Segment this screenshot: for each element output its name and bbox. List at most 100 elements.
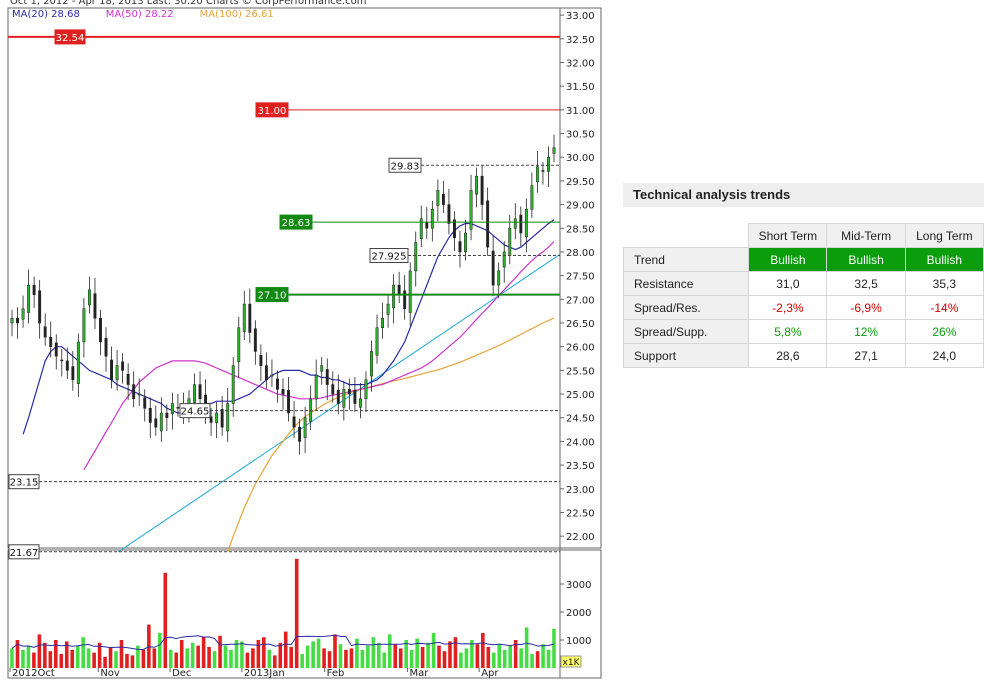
candle-body [497, 270, 501, 286]
candle [475, 167, 479, 208]
volume-bar [15, 640, 20, 668]
volume-bar [519, 648, 523, 668]
level-badge-label: 21.67 [10, 548, 39, 559]
col-short-term: Short Term [748, 223, 828, 248]
candle [441, 180, 445, 214]
candle [336, 374, 340, 415]
candle [104, 327, 108, 372]
candle [464, 219, 467, 261]
candle [165, 404, 169, 431]
candle-body [524, 209, 528, 238]
candle [226, 387, 230, 442]
x-tick-label: Mar [409, 668, 429, 679]
price-tick-label: 31.50 [566, 82, 595, 93]
spread-supp-mid: 12% [826, 319, 906, 344]
volume-bar [420, 647, 425, 668]
candle [65, 347, 69, 379]
candle [381, 302, 385, 339]
volume-bar [272, 655, 277, 668]
volume-bar [262, 637, 266, 668]
candle [43, 313, 47, 346]
candle-body [93, 293, 97, 319]
candle-body [143, 397, 147, 409]
level-badge [255, 102, 289, 118]
level-badge [179, 403, 211, 419]
volume-bar [524, 627, 529, 668]
candle [430, 200, 434, 242]
x-tick-label: 2013Jan [244, 668, 285, 679]
level-badge-label: 29.83 [391, 161, 420, 172]
price-tick-label: 28.50 [566, 224, 595, 235]
volume-bar [431, 633, 436, 668]
price-panel-frame [7, 7, 602, 549]
candle-body [430, 209, 434, 229]
volume-bar [552, 628, 556, 668]
candle-body [331, 384, 335, 395]
candle [198, 371, 202, 408]
support-mid: 27,1 [826, 343, 906, 368]
volume-bar [48, 651, 53, 668]
level-badge [255, 287, 289, 303]
volume-bar [453, 637, 458, 668]
candle-body [552, 147, 556, 154]
candle [303, 406, 307, 454]
volume-bar [212, 651, 217, 668]
candle [469, 174, 473, 241]
candle-body [16, 318, 19, 324]
row-spread-supp: Spread/Supp. 5,8% 12% 26% [622, 319, 984, 344]
support-long: 24,0 [904, 343, 984, 368]
candle-body [314, 374, 318, 400]
level-badge-label: 23.15 [10, 478, 39, 489]
candle-body [276, 378, 279, 390]
candle-body [342, 389, 346, 408]
level-badge [54, 29, 86, 45]
volume-bar [327, 651, 332, 668]
volume-bar [229, 649, 233, 668]
candle [126, 363, 130, 401]
candle [552, 134, 556, 162]
candle [16, 307, 19, 339]
chart-svg: Oct 1, 2012 - Apr 18, 2013 Last: 30.20 C… [7, 0, 602, 679]
candle-body [364, 379, 368, 400]
candle [71, 350, 75, 391]
volume-bar [86, 648, 91, 668]
candle [370, 340, 373, 392]
candle-body [242, 303, 246, 332]
price-tick-label: 33.00 [566, 11, 595, 22]
candle-body [104, 337, 108, 357]
candle-body [358, 398, 362, 408]
candle [513, 203, 517, 240]
candle-body [165, 412, 169, 418]
volume-bar [382, 652, 387, 668]
level-badge-label: 27.10 [258, 291, 287, 302]
candle [110, 346, 114, 389]
candle-body [519, 214, 523, 234]
volume-bar [240, 641, 244, 668]
candle-body [381, 318, 385, 328]
candle [27, 269, 31, 324]
price-tick-label: 29.00 [566, 201, 595, 212]
candle [49, 321, 53, 358]
volume-bar [223, 645, 228, 668]
volume-bar [322, 648, 326, 668]
candle [121, 353, 125, 384]
level-badge [388, 157, 422, 173]
candle-body [110, 359, 114, 381]
price-tick-label: 25.50 [566, 366, 595, 377]
level-badge [369, 248, 409, 263]
candle-body [486, 200, 490, 248]
candle-body [287, 390, 290, 414]
volume-bar [546, 649, 551, 668]
row-resistance: Resistance 31,0 32,5 35,3 [622, 271, 984, 296]
candle-body [403, 290, 407, 310]
volume-bar [81, 637, 85, 668]
candle-body [71, 366, 75, 381]
volume-bar [97, 642, 102, 668]
volume-bar [415, 638, 419, 668]
price-tick-label: 25.00 [566, 390, 595, 401]
volume-tick-label: 2000 [566, 608, 591, 619]
candle [115, 350, 119, 391]
row-label: Spread/Supp. [622, 319, 750, 344]
candle-body [193, 384, 196, 403]
support-short: 28,6 [748, 343, 828, 368]
